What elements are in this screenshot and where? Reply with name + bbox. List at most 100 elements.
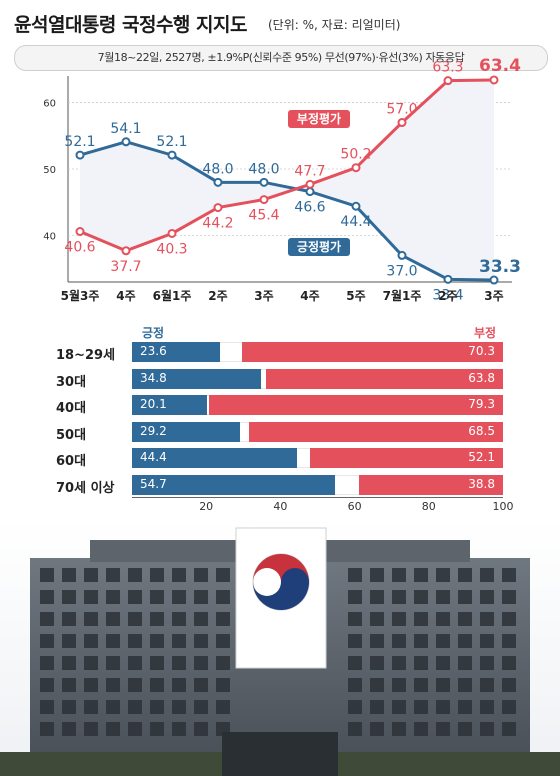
approve-data-label: 37.0 <box>386 263 417 279</box>
x-tick-label: 2주 <box>208 289 227 303</box>
approve-value: 54.7 <box>140 476 167 491</box>
approve-data-label: 46.6 <box>294 200 325 216</box>
age-group-label: 18~29세 <box>56 348 116 363</box>
disapprove-point <box>305 179 315 189</box>
age-group-label: 70세 이상 <box>56 480 115 496</box>
disapprove-bar <box>359 474 503 495</box>
disapprove-value: 38.8 <box>468 476 495 491</box>
x-tick-label: 5주 <box>346 289 365 303</box>
survey-info: 7월18~22일, 2527명, ±1.9%P(신뢰수준 95%) 무선(97%… <box>14 45 548 71</box>
bar-x-tick-label: 100 <box>492 500 514 513</box>
disapprove-point <box>167 228 177 238</box>
approve-bar <box>132 448 297 468</box>
age-group-label: 60대 <box>56 454 87 469</box>
approve-data-label: 44.4 <box>340 214 371 230</box>
approve-value: 20.1 <box>140 397 167 411</box>
age-group-label: 40대 <box>56 401 87 416</box>
bar-row: 34.8 63.8 <box>132 368 503 389</box>
approve-data-label: 33.3 <box>479 257 521 277</box>
x-tick-label: 3주 <box>254 289 273 303</box>
disapprove-value: 79.3 <box>468 397 495 411</box>
legend-disapprove: 부정평가 <box>297 111 341 126</box>
bar-row: 23.6 70.3 <box>132 342 503 362</box>
approve-point <box>489 275 499 285</box>
disapprove-bar <box>266 368 503 389</box>
age-group-label: 30대 <box>56 374 87 390</box>
approve-data-label: 52.1 <box>156 134 187 150</box>
disapprove-bar <box>309 448 503 468</box>
approve-bar <box>132 368 262 389</box>
bar-row: 44.4 52.1 <box>132 448 503 468</box>
approve-point <box>351 201 361 211</box>
bar-x-tick-label: 20 <box>199 500 214 513</box>
approve-data-label: 33.4 <box>432 287 463 303</box>
disapprove-data-label: 37.7 <box>110 259 141 275</box>
approve-point <box>259 177 269 187</box>
presidential-office-photo <box>0 520 560 776</box>
x-tick-label: 3주 <box>484 289 503 303</box>
approve-value: 44.4 <box>140 450 167 464</box>
age-group-label: 50대 <box>56 427 87 443</box>
gap-band <box>80 79 494 281</box>
legend-approve-box <box>288 238 350 256</box>
approve-point <box>121 137 131 147</box>
approve-data-label: 52.1 <box>64 134 95 150</box>
disapprove-data-label: 45.4 <box>248 208 279 224</box>
disapprove-value: 70.3 <box>468 344 495 358</box>
x-tick-label: 2주 <box>438 289 457 303</box>
disapprove-bar <box>242 342 503 362</box>
disapprove-point <box>397 118 407 128</box>
disapprove-data-label: 44.2 <box>202 216 233 232</box>
bar-row: 20.1 79.3 <box>132 395 503 415</box>
y-tick-label: 50 <box>43 165 56 176</box>
approve-bar <box>132 342 220 362</box>
x-tick-label: 4주 <box>116 289 135 303</box>
disapprove-data-label: 40.3 <box>156 241 187 257</box>
approve-point <box>397 250 407 260</box>
y-tick-label: 40 <box>43 231 56 242</box>
bar-x-tick-label: 80 <box>421 500 436 513</box>
approve-header: 긍정 <box>142 326 165 340</box>
disapprove-bar <box>248 421 503 442</box>
approve-data-label: 48.0 <box>202 161 233 177</box>
x-tick-label: 4주 <box>300 289 319 303</box>
source-note: (단위: %, 자료: 리얼미터) <box>268 18 401 32</box>
approve-bar <box>132 395 207 415</box>
disapprove-data-label: 50.2 <box>340 147 371 163</box>
approve-data-label: 48.0 <box>248 161 279 177</box>
approve-bar <box>132 421 241 442</box>
bar-x-tick-label: 60 <box>347 500 362 513</box>
disapprove-bar <box>208 395 503 415</box>
approve-point <box>213 177 223 187</box>
disapprove-value: 68.5 <box>468 423 495 438</box>
x-tick-label: 6월1주 <box>153 288 192 303</box>
bar-row: 54.7 38.8 <box>132 474 503 495</box>
series-line-approve <box>79 140 495 282</box>
disapprove-data-label: 63.4 <box>479 56 521 76</box>
legend-approve: 긍정평가 <box>297 239 341 254</box>
disapprove-data-label: 57.0 <box>386 102 417 118</box>
approve-value: 29.2 <box>140 423 167 438</box>
approve-point <box>75 150 85 160</box>
building-illustration <box>0 520 560 776</box>
disapprove-point <box>443 76 453 86</box>
chart-title: 윤석열대통령 국정수행 지지도 <box>14 14 247 36</box>
disapprove-point <box>121 246 131 256</box>
disapprove-point <box>489 75 499 85</box>
y-tick-label: 60 <box>43 99 56 110</box>
approve-value: 34.8 <box>140 370 167 385</box>
line-chart: 40 50 60 52.1 54.1 52.1 48.0 48.0 46.6 44.4 37.0 33… <box>43 56 521 303</box>
disapprove-data-label: 63.3 <box>432 60 463 76</box>
approve-point <box>167 150 177 160</box>
disapprove-point <box>259 195 269 205</box>
approve-point <box>443 274 453 284</box>
bar-row: 29.2 68.5 <box>132 421 503 442</box>
bar-x-axis <box>132 497 503 498</box>
approve-bar <box>132 474 335 495</box>
disapprove-value: 52.1 <box>468 450 495 464</box>
disapprove-data-label: 47.7 <box>294 163 325 179</box>
x-tick-label: 5월3주 <box>61 288 100 303</box>
disapprove-point <box>213 203 223 213</box>
bar-x-tick-label: 40 <box>273 500 288 513</box>
age-bar-chart: 긍정 부정 18~29세 23.6 70.3 30대 34.8 63.8 40대 20.1 79.3… <box>0 310 560 520</box>
